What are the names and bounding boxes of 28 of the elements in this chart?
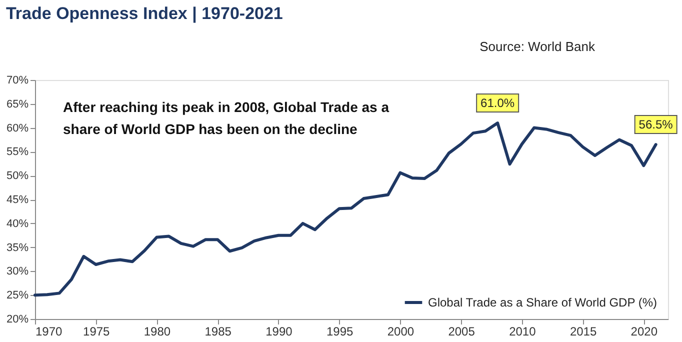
- y-tick-label: 60%: [6, 122, 29, 134]
- x-tick-label: 2010: [509, 324, 536, 338]
- x-tick-label: 1970: [36, 324, 63, 338]
- x-tick-label: 1990: [266, 324, 293, 338]
- legend-label: Global Trade as a Share of World GDP (%): [428, 296, 657, 310]
- x-tick-label: 1980: [144, 324, 171, 338]
- y-tick-label: 35%: [6, 242, 29, 254]
- x-tick-label: 2005: [448, 324, 476, 338]
- chart-title: Trade Openness Index | 1970-2021: [6, 4, 283, 23]
- data-label: 61.0%: [480, 96, 515, 110]
- y-tick-label: 70%: [6, 74, 29, 86]
- source-note: Source: World Bank: [480, 39, 596, 54]
- data-label: 56.5%: [638, 118, 674, 132]
- annotation: After reaching its peak in 2008, Global Trade as a share of World GDP has been on the decline: [63, 99, 390, 137]
- x-tick-label: 2000: [387, 324, 414, 338]
- y-tick-label: 20%: [6, 314, 29, 326]
- x-tick-label: 1975: [83, 324, 110, 338]
- y-tick-label: 55%: [6, 146, 29, 158]
- y-tick-label: 50%: [6, 170, 29, 182]
- y-tick-label: 65%: [6, 98, 29, 110]
- y-tick-label: 30%: [6, 266, 29, 278]
- x-tick-label: 1995: [326, 324, 354, 338]
- x-tick-label: 1985: [204, 324, 232, 338]
- y-tick-label: 25%: [6, 290, 29, 302]
- x-tick-label: 2020: [630, 324, 658, 338]
- y-tick-label: 40%: [6, 218, 29, 230]
- y-tick-label: 45%: [6, 194, 29, 206]
- x-tick-label: 2015: [570, 324, 597, 338]
